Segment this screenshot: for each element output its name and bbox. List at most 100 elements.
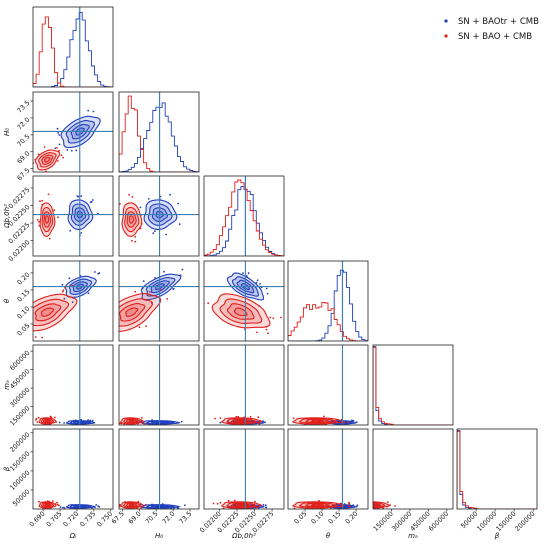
sample-point xyxy=(347,421,350,424)
x-tick-label: 67.5 xyxy=(110,510,126,526)
sample-point xyxy=(115,503,117,505)
legend-marker-blue xyxy=(444,19,448,23)
sample-point xyxy=(60,154,63,157)
panel-frame xyxy=(287,428,369,510)
contour-red-2 xyxy=(119,302,146,322)
sample-point xyxy=(38,220,40,223)
sample-point xyxy=(262,420,264,422)
sample-point xyxy=(98,506,101,508)
panel-4-1 xyxy=(118,344,200,426)
panel-content xyxy=(457,430,537,509)
sample-point xyxy=(365,507,367,509)
sample-point xyxy=(165,233,168,236)
panel-frame xyxy=(203,175,285,257)
sample-point xyxy=(134,290,137,293)
sample-point xyxy=(39,200,41,203)
sample-point xyxy=(63,297,66,300)
y-tick-label: 67.5 xyxy=(16,166,32,182)
y-tick-label: 150000 xyxy=(8,450,31,473)
panel-2-2 xyxy=(203,175,285,257)
sample-point xyxy=(172,288,175,290)
x-tick-label: 0.05 xyxy=(293,510,309,526)
sample-point xyxy=(267,332,269,335)
sample-point xyxy=(114,505,116,507)
panel-frame xyxy=(118,175,200,257)
sample-point xyxy=(163,270,165,273)
panel-content xyxy=(33,261,113,341)
panel-content xyxy=(292,429,359,509)
sample-point xyxy=(61,283,64,286)
sample-point xyxy=(355,505,358,508)
contour-red-0 xyxy=(33,293,78,332)
panel-content xyxy=(33,92,113,172)
x-axis-label: Ωₗ xyxy=(69,532,77,540)
histogram-red-3 xyxy=(288,301,368,341)
sample-point xyxy=(264,504,267,507)
y-axis-label: β xyxy=(3,466,11,471)
corner-panels: 67.569.070.572.073.5H₀0.022000.022250.02… xyxy=(3,6,538,540)
sample-point xyxy=(117,506,119,508)
sample-point xyxy=(62,289,65,292)
x-tick-label: 0.15 xyxy=(327,510,343,526)
sample-point xyxy=(68,277,71,280)
sample-point xyxy=(76,195,79,198)
histogram-red-0 xyxy=(33,16,113,87)
panel-0-0 xyxy=(32,6,114,88)
sample-point xyxy=(56,501,58,504)
y-tick-label: 600000 xyxy=(8,349,31,372)
sample-point xyxy=(110,299,112,301)
sample-point xyxy=(87,109,90,112)
sample-point xyxy=(207,302,210,305)
sample-point xyxy=(66,149,69,151)
sample-point xyxy=(35,419,37,421)
panel-frame xyxy=(32,428,114,510)
sample-point xyxy=(128,193,131,196)
panel-frame xyxy=(203,344,285,426)
x-tick-label: 0.705 xyxy=(45,510,64,529)
sample-point xyxy=(80,195,83,198)
panel-frame xyxy=(118,260,200,342)
y-tick-label: 100000 xyxy=(8,469,31,492)
sample-point xyxy=(318,499,320,502)
contour-red-3 xyxy=(128,215,135,224)
sample-point xyxy=(87,292,90,295)
panel-frame xyxy=(287,260,369,342)
panel-3-2 xyxy=(203,260,285,342)
panel-frame xyxy=(32,6,114,88)
sample-point xyxy=(56,160,59,162)
y-tick-label: 69.0 xyxy=(16,149,32,165)
y-tick-label: 72.0 xyxy=(16,116,32,132)
sample-point xyxy=(61,290,64,293)
panel-content xyxy=(364,501,396,509)
sample-point xyxy=(269,316,272,319)
sample-point xyxy=(48,237,51,240)
sample-point xyxy=(166,298,169,300)
legend-label-red: SN + BAO + CMB xyxy=(458,32,532,42)
sample-point xyxy=(264,421,266,423)
sample-point xyxy=(272,317,275,320)
panel-frame xyxy=(372,428,454,510)
x-tick-label: 0.10 xyxy=(310,510,326,526)
sample-point xyxy=(97,272,100,275)
sample-point xyxy=(139,206,142,209)
contour-red-2 xyxy=(41,154,54,165)
x-axis-label: θ xyxy=(326,532,331,540)
contour-red-3 xyxy=(45,215,50,224)
panel-frame xyxy=(32,175,114,257)
contour-red-3 xyxy=(373,503,378,507)
x-tick-label: 69.0 xyxy=(127,510,143,526)
contour-red-3 xyxy=(235,503,247,507)
sample-point xyxy=(178,223,181,226)
panel-frame xyxy=(456,428,538,510)
sample-point xyxy=(43,146,46,148)
sample-point xyxy=(154,230,156,233)
x-tick-label: 0.720 xyxy=(62,510,81,529)
contour-red-3 xyxy=(310,419,325,423)
histogram-blue-5 xyxy=(457,430,537,509)
sample-point xyxy=(134,236,137,238)
y-tick-label: 73.5 xyxy=(16,99,32,115)
contour-red-0 xyxy=(34,149,61,171)
sample-point xyxy=(364,507,366,509)
panel-3-3 xyxy=(287,260,369,342)
contour-red-3 xyxy=(44,419,50,423)
